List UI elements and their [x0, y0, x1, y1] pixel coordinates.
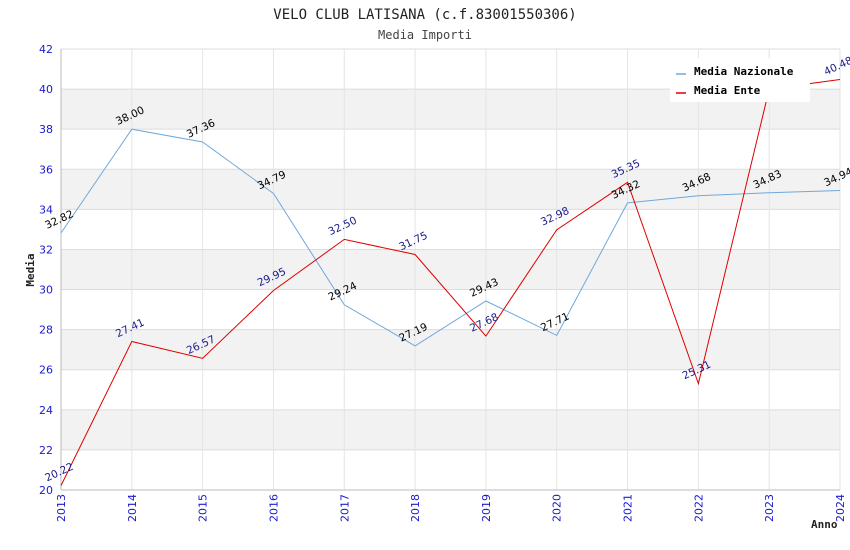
plot-band: [61, 249, 840, 290]
y-tick-label: 28: [39, 324, 53, 337]
y-tick-label: 38: [39, 123, 53, 136]
x-tick-label: 2013: [55, 494, 68, 522]
chart-subtitle: Media Importi: [378, 28, 472, 42]
x-tick-label: 2022: [692, 494, 705, 522]
y-axis-label: Media: [24, 253, 37, 286]
plot-band: [61, 329, 840, 370]
y-tick-label: 30: [39, 284, 53, 297]
y-tick-label: 32: [39, 243, 53, 256]
y-tick-label: 22: [39, 444, 53, 457]
y-tick-label: 42: [39, 43, 53, 56]
x-tick-label: 2014: [126, 494, 139, 522]
plot-band: [61, 409, 840, 450]
x-tick-label: 2018: [409, 494, 422, 522]
plot-bands: [61, 89, 840, 450]
x-tick-label: 2023: [763, 494, 776, 522]
axes: [60, 49, 840, 491]
legend: Media Nazionale Media Ente: [670, 58, 810, 102]
x-tick-label: 2021: [622, 494, 635, 522]
series-lines: [60, 79, 841, 486]
x-tick-label: 2015: [197, 494, 210, 522]
x-tick-label: 2019: [480, 494, 493, 522]
y-tick-label: 24: [39, 404, 53, 417]
y-tick-label: 40: [39, 83, 53, 96]
data-label: 40.48: [822, 55, 850, 79]
legend-label: Media Ente: [694, 84, 761, 97]
series-line: [60, 79, 841, 486]
x-tick-label: 2020: [551, 494, 564, 522]
y-tick-label: 36: [39, 163, 53, 176]
x-tick-label: 2017: [338, 494, 351, 522]
y-tick-label: 20: [39, 484, 53, 497]
y-tick-label: 34: [39, 203, 53, 216]
x-tick-label: 2016: [267, 494, 280, 522]
plot-band: [61, 169, 840, 210]
y-tick-label: 26: [39, 364, 53, 377]
data-label: 32.50: [326, 215, 358, 239]
series-line: [60, 128, 841, 347]
legend-label: Media Nazionale: [694, 65, 794, 78]
legend-box: [670, 58, 810, 102]
x-tick-label: 2024: [834, 494, 847, 522]
chart-title: VELO CLUB LATISANA (c.f.83001550306): [273, 7, 576, 23]
x-axis-label: Anno: [811, 518, 838, 531]
data-label: 20.22: [43, 461, 75, 485]
